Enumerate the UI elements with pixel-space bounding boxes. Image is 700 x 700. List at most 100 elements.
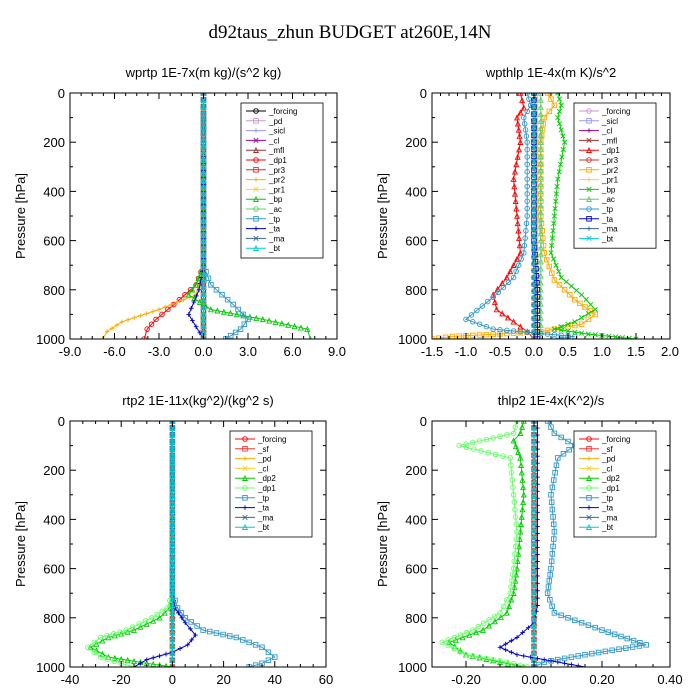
data-point	[560, 133, 566, 139]
data-point	[227, 332, 234, 339]
data-point	[518, 256, 525, 262]
data-point	[515, 448, 522, 455]
data-point	[504, 660, 511, 667]
legend-marker	[253, 128, 259, 133]
legend-marker	[253, 108, 259, 114]
legend-entry: _dp1	[246, 156, 287, 165]
legend-label: _dp2	[601, 474, 620, 483]
data-point	[583, 297, 589, 303]
data-point	[531, 322, 537, 328]
data-point	[572, 319, 578, 325]
data-point	[505, 279, 512, 286]
data-point	[511, 558, 518, 564]
data-point	[131, 315, 137, 320]
data-point	[169, 451, 176, 458]
data-point	[111, 632, 118, 639]
data-point	[611, 631, 618, 638]
data-point	[515, 262, 522, 268]
data-point	[285, 321, 292, 328]
y-axis-label: Pressure [hPa]	[375, 173, 390, 259]
legend-entry: _cl	[579, 464, 612, 473]
data-point	[554, 183, 560, 190]
data-point	[510, 484, 516, 491]
data-point	[585, 316, 592, 323]
series-line	[102, 93, 204, 339]
legend-marker	[585, 474, 593, 481]
data-point	[517, 328, 524, 335]
data-point	[549, 506, 556, 513]
data-point	[490, 656, 496, 663]
data-point	[520, 491, 527, 498]
data-point	[252, 662, 259, 667]
data-point	[530, 595, 538, 602]
data-point	[573, 287, 580, 294]
data-point	[519, 506, 526, 513]
data-point	[531, 261, 537, 267]
legend-entry: _ta	[579, 504, 614, 513]
legend-box	[573, 102, 657, 249]
legend-entry: _bt	[246, 244, 281, 253]
data-point	[558, 434, 564, 441]
data-point	[530, 445, 538, 452]
data-point	[524, 205, 530, 212]
data-point	[457, 632, 464, 638]
data-point	[508, 462, 514, 469]
data-point	[550, 543, 556, 550]
legend-entry: _mfl	[246, 146, 284, 155]
data-point	[537, 96, 544, 103]
data-point	[169, 492, 176, 499]
data-point	[220, 308, 227, 315]
y-tick-label: 800	[405, 283, 427, 298]
y-tick-label: 400	[405, 512, 427, 527]
data-point	[520, 104, 527, 111]
legend-entry: _cl	[246, 136, 279, 145]
y-tick-label: 600	[405, 234, 427, 249]
data-point	[558, 127, 564, 133]
series-line	[533, 421, 647, 667]
legend-marker	[585, 523, 593, 530]
data-point	[530, 629, 538, 636]
legend-entry: _pd	[235, 455, 271, 464]
data-point	[510, 328, 517, 334]
legend-marker	[586, 514, 592, 521]
data-point	[531, 172, 537, 178]
data-point	[537, 174, 544, 181]
chart-panel-2: wpthlp 1E-4x(m K)/s^2 Pressure [hPa] 0 200 4…	[375, 65, 679, 359]
data-point	[537, 209, 544, 216]
data-point	[504, 659, 510, 665]
data-point	[179, 615, 185, 621]
data-point	[476, 321, 483, 327]
data-point	[537, 181, 544, 188]
data-point	[200, 336, 207, 339]
data-point	[510, 565, 517, 572]
data-point	[470, 439, 476, 446]
data-point	[124, 662, 131, 667]
legend-marker	[586, 137, 592, 144]
data-point	[169, 547, 176, 554]
legend-marker	[253, 118, 259, 124]
data-point	[558, 102, 564, 108]
data-point	[530, 527, 538, 534]
data-point	[531, 93, 537, 96]
panel-title: wpthlp 1E-4x(m K)/s^2	[485, 65, 616, 80]
data-point	[457, 647, 464, 654]
data-point	[150, 617, 157, 624]
data-point	[499, 310, 506, 317]
data-point	[513, 205, 520, 212]
data-point	[537, 272, 544, 279]
data-point	[136, 621, 142, 627]
data-point	[537, 167, 544, 174]
legend-label: _forcing	[601, 435, 630, 444]
data-point	[514, 220, 521, 227]
data-point	[524, 161, 530, 168]
data-point	[497, 645, 503, 650]
legend-marker	[586, 128, 592, 133]
data-point	[220, 631, 226, 638]
data-point	[483, 655, 490, 662]
legend-entry: _tp	[235, 494, 270, 503]
data-point	[535, 421, 540, 424]
data-point	[259, 316, 266, 323]
panel-title: wprtp 1E-7x(m kg)/(s^2 kg)	[125, 65, 282, 80]
data-point	[535, 432, 540, 438]
y-tick-label: 800	[43, 611, 65, 626]
